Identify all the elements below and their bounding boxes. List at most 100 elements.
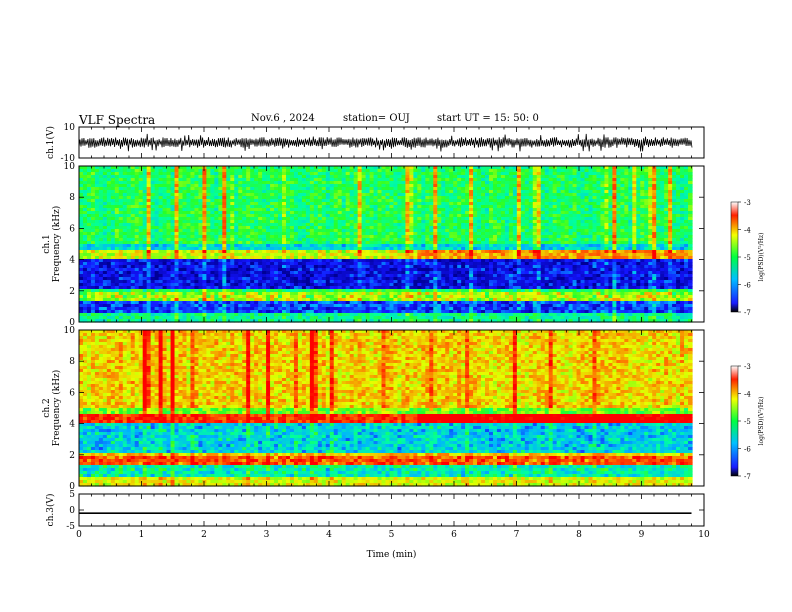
spectrogram-cell (158, 199, 164, 203)
spectrogram-cell (289, 208, 295, 212)
spectrogram-cell (166, 187, 172, 191)
spectrogram-cell (246, 193, 251, 197)
spectrogram-cell (166, 211, 172, 215)
spectrogram-cell (146, 211, 152, 215)
spectrogram-cell (393, 220, 399, 224)
spectrogram-cell (134, 175, 140, 179)
spectrogram-cell (409, 199, 414, 203)
spectrogram-cell (182, 175, 188, 179)
spectrogram-cell (349, 196, 355, 200)
spectrogram-cell (688, 190, 693, 194)
spectrogram-cell (357, 172, 363, 176)
spectrogram-cell (652, 217, 657, 221)
spectrogram-cell (126, 172, 132, 176)
spectrogram-cell (656, 205, 661, 209)
spectrogram-cell (130, 193, 136, 197)
spectrogram-cell (473, 175, 478, 179)
spectrogram-cell (520, 166, 526, 170)
spectrogram-cell (226, 166, 231, 170)
spectrogram-cell (405, 175, 410, 179)
spectrogram-cell (190, 184, 196, 188)
spectrogram-cell (337, 211, 343, 215)
spectrogram-cell (648, 211, 653, 215)
spectrogram-cell (640, 202, 645, 206)
spectrogram-cell (433, 169, 438, 173)
spectrogram-cell (154, 181, 160, 185)
spectrogram-cell (186, 169, 192, 173)
spectrogram-cell (349, 193, 355, 197)
spectrogram-cell (612, 190, 617, 194)
spectrogram-cell (357, 169, 363, 173)
spectrogram-cell (182, 208, 188, 212)
spectrogram-cell (317, 202, 323, 206)
spectrogram-cell (246, 214, 251, 218)
spectrogram-cell (361, 166, 367, 170)
spectrogram-cell (98, 169, 104, 173)
spectrogram-cell (437, 199, 442, 203)
spectrogram-cell (417, 178, 422, 182)
spectrogram-cell (146, 208, 152, 212)
spectrogram-cell (532, 178, 538, 182)
spectrogram-cell (262, 217, 267, 221)
spectrogram-cell (317, 211, 323, 215)
spectrogram-cell (222, 217, 227, 221)
spectrogram-cell (86, 220, 92, 224)
spectrogram-cell (512, 202, 518, 206)
spectrogram-cell (270, 193, 275, 197)
spectrogram-cell (337, 205, 343, 209)
spectrogram-cell (405, 184, 410, 188)
spectrogram-cell (246, 199, 251, 203)
spectrogram-cell (441, 187, 446, 191)
spectrogram-cell (122, 217, 128, 221)
spectrogram-cell (349, 181, 355, 185)
spectrogram-cell (282, 217, 287, 221)
spectrogram-cell (301, 202, 307, 206)
spectrogram-cell (206, 199, 211, 203)
spectrogram-cell (86, 178, 92, 182)
spectrogram-cell (461, 187, 466, 191)
spectrogram-cell (496, 172, 502, 176)
spectrogram-cell (174, 190, 180, 194)
spectrogram-cell (238, 166, 243, 170)
spectrogram-cell (405, 211, 410, 215)
spectrogram-cell (262, 196, 267, 200)
spectrogram-cell (114, 181, 120, 185)
spectrogram-cell (162, 175, 168, 179)
spectrogram-cell (122, 166, 128, 170)
spectrogram-cell (222, 193, 227, 197)
spectrogram-cell (341, 199, 347, 203)
spectrogram-cell (337, 172, 343, 176)
spectrogram-cell (477, 187, 482, 191)
spectrogram-cell (385, 166, 391, 170)
spectrogram-cell (385, 181, 391, 185)
spectrogram-cell (365, 199, 371, 203)
spectrogram-cell (270, 190, 275, 194)
spectrogram-cell (672, 169, 677, 173)
spectrogram-cell (313, 220, 319, 224)
spectrogram-cell (138, 199, 144, 203)
spectrogram-cell (110, 178, 116, 182)
spectrogram-cell (676, 211, 681, 215)
spectrogram-cell (146, 193, 152, 197)
spectrogram-cell (556, 175, 562, 179)
spectrogram-cell (353, 175, 359, 179)
spectrogram-cell (146, 217, 152, 221)
spectrogram-cell (636, 166, 641, 170)
spectrogram-cell (652, 187, 657, 191)
spectrogram-cell (242, 190, 247, 194)
spectrogram-cell (194, 196, 200, 200)
spectrogram-cell (413, 196, 418, 200)
spectrogram-cell (349, 202, 355, 206)
spectrogram-cell (596, 220, 602, 224)
spectrogram-cell (441, 178, 446, 182)
spectrogram-cell (488, 208, 494, 212)
spectrogram-cell (361, 214, 367, 218)
spectrogram-cell (664, 184, 669, 188)
spectrogram-cell (473, 196, 478, 200)
spectrogram-cell (560, 211, 566, 215)
spectrogram-cell (174, 217, 180, 221)
spectrogram-cell (477, 178, 482, 182)
spectrogram-cell (158, 205, 164, 209)
spectrogram-cell (202, 184, 207, 188)
spectrogram-cell (154, 190, 160, 194)
